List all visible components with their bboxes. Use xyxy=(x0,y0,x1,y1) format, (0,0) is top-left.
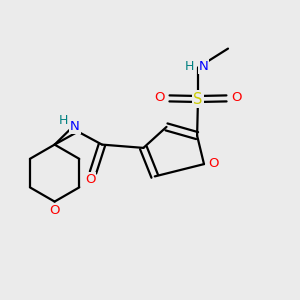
Text: O: O xyxy=(49,204,60,217)
Text: O: O xyxy=(231,91,242,104)
Text: N: N xyxy=(199,60,208,73)
Text: S: S xyxy=(193,92,203,106)
Text: O: O xyxy=(85,172,95,186)
Text: N: N xyxy=(70,120,80,133)
Text: O: O xyxy=(208,157,218,170)
Text: H: H xyxy=(59,114,69,127)
Text: O: O xyxy=(155,91,165,104)
Text: H: H xyxy=(185,60,194,73)
